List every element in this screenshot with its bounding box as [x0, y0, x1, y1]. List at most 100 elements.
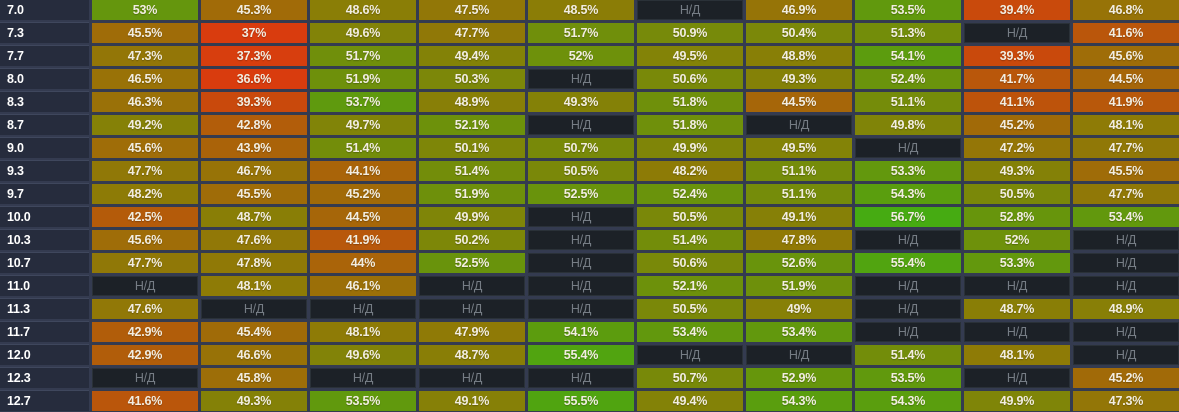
heatmap-cell: Н/Д — [964, 322, 1070, 342]
heatmap-cell: 46.8% — [1073, 0, 1179, 20]
heatmap-cell: 49.6% — [310, 345, 416, 365]
heatmap-cell: 45.6% — [92, 138, 198, 158]
heatmap-cell: 49% — [746, 299, 852, 319]
heatmap-cell: 48.8% — [746, 46, 852, 66]
heatmap-cell: 51.9% — [746, 276, 852, 296]
heatmap-cell: 46.1% — [310, 276, 416, 296]
heatmap-cell: 52.8% — [964, 207, 1070, 227]
heatmap-cell: 52% — [964, 230, 1070, 250]
heatmap-cell: Н/Д — [964, 276, 1070, 296]
heatmap-cell: 51.4% — [855, 345, 961, 365]
heatmap-cell: 51.3% — [855, 23, 961, 43]
heatmap-cell: 53.5% — [310, 391, 416, 411]
heatmap-cell: 47.7% — [92, 161, 198, 181]
heatmap-cell: 41.9% — [310, 230, 416, 250]
heatmap-cell: 53.3% — [855, 161, 961, 181]
heatmap-cell: 54.1% — [855, 46, 961, 66]
row-label: 12.0 — [0, 344, 89, 365]
heatmap-cell: 47.7% — [1073, 138, 1179, 158]
heatmap-cell: 44.5% — [746, 92, 852, 112]
heatmap-cell: 47.7% — [419, 23, 525, 43]
heatmap-cell: Н/Д — [855, 322, 961, 342]
heatmap-cell: Н/Д — [528, 115, 634, 135]
heatmap-cell: Н/Д — [310, 299, 416, 319]
heatmap-cell: 50.9% — [637, 23, 743, 43]
heatmap-cell: 47.7% — [1073, 184, 1179, 204]
heatmap-cell: 41.9% — [1073, 92, 1179, 112]
heatmap-cell: 50.7% — [637, 368, 743, 388]
heatmap-cell: 52.9% — [746, 368, 852, 388]
heatmap-cell: 45.6% — [1073, 46, 1179, 66]
heatmap-cell: 41.6% — [1073, 23, 1179, 43]
row-label: 11.0 — [0, 275, 89, 296]
heatmap-cell: 48.9% — [419, 92, 525, 112]
heatmap-cell: 51.7% — [310, 46, 416, 66]
heatmap-cell: 48.1% — [201, 276, 307, 296]
heatmap-cell: 50.7% — [528, 138, 634, 158]
heatmap-cell: 41.1% — [964, 92, 1070, 112]
heatmap-cell: 49.8% — [855, 115, 961, 135]
heatmap-cell: 49.3% — [746, 69, 852, 89]
heatmap-cell: Н/Д — [528, 368, 634, 388]
row-label: 8.7 — [0, 114, 89, 135]
heatmap-cell: 54.3% — [855, 391, 961, 411]
heatmap-cell: 47.3% — [1073, 391, 1179, 411]
row-label: 9.7 — [0, 183, 89, 204]
heatmap-cell: Н/Д — [1073, 230, 1179, 250]
heatmap-cell: 39.3% — [201, 92, 307, 112]
heatmap-cell: 49.9% — [964, 391, 1070, 411]
heatmap-cell: 39.3% — [964, 46, 1070, 66]
row-label: 7.0 — [0, 0, 89, 20]
heatmap-cell: 49.4% — [637, 391, 743, 411]
row-label: 8.0 — [0, 68, 89, 89]
heatmap-cell: 37% — [201, 23, 307, 43]
heatmap-cell: 52.4% — [855, 69, 961, 89]
heatmap-cell: 51.4% — [310, 138, 416, 158]
heatmap-cell: 48.7% — [964, 299, 1070, 319]
heatmap-cell: Н/Д — [419, 368, 525, 388]
heatmap-cell: 44.1% — [310, 161, 416, 181]
heatmap-cell: 52.5% — [528, 184, 634, 204]
heatmap-cell: 55.5% — [528, 391, 634, 411]
heatmap-cell: 51.7% — [528, 23, 634, 43]
heatmap-cell: 50.5% — [528, 161, 634, 181]
row-label: 12.3 — [0, 367, 89, 388]
heatmap-cell: Н/Д — [201, 299, 307, 319]
heatmap-cell: Н/Д — [964, 23, 1070, 43]
heatmap-cell: 46.9% — [746, 0, 852, 20]
heatmap-cell: Н/Д — [528, 207, 634, 227]
heatmap-cell: 46.6% — [201, 345, 307, 365]
heatmap-cell: 49.5% — [746, 138, 852, 158]
heatmap-cell: Н/Д — [855, 138, 961, 158]
heatmap-cell: 52.5% — [419, 253, 525, 273]
heatmap-cell: 50.6% — [637, 69, 743, 89]
heatmap-cell: 49.3% — [528, 92, 634, 112]
row-label: 12.7 — [0, 390, 89, 411]
heatmap-cell: Н/Д — [1073, 253, 1179, 273]
heatmap-cell: 51.8% — [637, 115, 743, 135]
heatmap-cell: 50.6% — [637, 253, 743, 273]
heatmap-cell: 49.9% — [419, 207, 525, 227]
heatmap-cell: 56.7% — [855, 207, 961, 227]
heatmap-cell: 53.5% — [855, 0, 961, 20]
heatmap-cell: 52.6% — [746, 253, 852, 273]
heatmap-cell: 48.9% — [1073, 299, 1179, 319]
heatmap-cell: 49.7% — [310, 115, 416, 135]
heatmap-cell: 52.4% — [637, 184, 743, 204]
heatmap-cell: 50.3% — [419, 69, 525, 89]
heatmap-cell: 42.9% — [92, 345, 198, 365]
heatmap-cell: Н/Д — [855, 230, 961, 250]
heatmap-cell: 41.6% — [92, 391, 198, 411]
heatmap-cell: 45.2% — [964, 115, 1070, 135]
heatmap-cell: 51.9% — [310, 69, 416, 89]
heatmap-cell: 48.7% — [201, 207, 307, 227]
heatmap-cell: 50.4% — [746, 23, 852, 43]
heatmap-cell: Н/Д — [528, 230, 634, 250]
heatmap-cell: 45.5% — [1073, 161, 1179, 181]
heatmap-cell: 49.5% — [637, 46, 743, 66]
heatmap-cell: 45.4% — [201, 322, 307, 342]
heatmap-cell: 39.4% — [964, 0, 1070, 20]
heatmap-cell: Н/Д — [637, 345, 743, 365]
heatmap-cell: 45.6% — [92, 230, 198, 250]
heatmap-cell: 54.3% — [855, 184, 961, 204]
